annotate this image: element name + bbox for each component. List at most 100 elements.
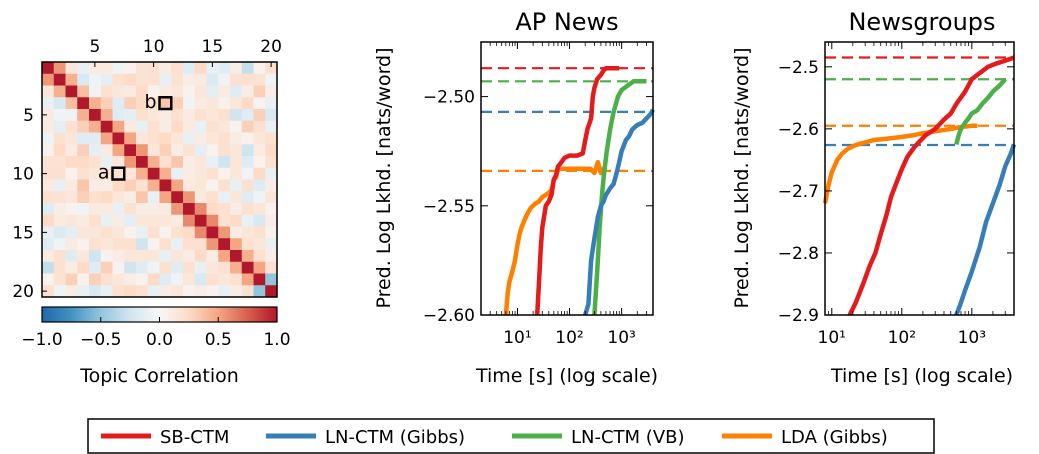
heatmap-cell <box>53 97 66 110</box>
heatmap-cell <box>218 238 231 251</box>
heatmap-cell <box>171 214 184 227</box>
heatmap-cell <box>265 250 278 263</box>
heatmap-cell <box>112 261 125 274</box>
heatmap-cell <box>65 261 78 274</box>
heatmap-cell <box>241 156 254 169</box>
heatmap-cell <box>89 132 102 145</box>
legend-label-lda-gibbs: LDA (Gibbs) <box>781 427 888 448</box>
heatmap-cell <box>77 226 90 239</box>
heatmap-cell <box>112 85 125 98</box>
heatmap-cell <box>147 109 160 122</box>
heatmap-annotations: ab <box>98 91 173 184</box>
heatmap-cell <box>171 97 184 110</box>
heatmap-cell <box>230 250 243 263</box>
heatmap-cell <box>65 179 78 192</box>
heatmap-cell <box>124 120 137 133</box>
heatmap-cell <box>265 85 278 98</box>
newsgroups-xlabel: Time [s] (log scale) <box>830 365 1013 387</box>
heatmap-cell <box>124 285 137 298</box>
colorbar-ticks: −1.0 −0.5 0.0 0.5 1.0 <box>21 317 291 350</box>
heatmap-cell <box>253 167 266 180</box>
heatmap-cell <box>89 167 102 180</box>
heatmap-cell <box>53 226 66 239</box>
heatmap-cell <box>100 191 113 204</box>
heatmap-cell <box>65 238 78 251</box>
heatmap-cell <box>77 179 90 192</box>
newsgroups-y-ticks: −2.5 −2.6 −2.7 −2.8 −2.9 <box>778 58 1014 326</box>
heatmap-cell <box>77 273 90 286</box>
heatmap-cell <box>42 109 55 122</box>
heatmap-cell <box>253 214 266 227</box>
heatmap-cell <box>230 167 243 180</box>
heatmap-cell <box>147 191 160 204</box>
heatmap-cell <box>65 285 78 298</box>
heatmap-cell <box>171 109 184 122</box>
heatmap-cell <box>206 203 219 216</box>
ap-news-series <box>503 65 655 316</box>
heatmap-cell <box>77 238 90 251</box>
ng-y-tick-label: −2.5 <box>778 58 819 78</box>
heatmap-cell <box>171 132 184 145</box>
heatmap-cell <box>100 238 113 251</box>
heatmap-cell <box>194 109 207 122</box>
heatmap-cell <box>65 62 78 75</box>
ap-news-xlabel: Time [s] (log scale) <box>475 365 658 387</box>
heatmap-cell <box>100 73 113 86</box>
colorbar: −1.0 −0.5 0.0 0.5 1.0 Topic Correlation <box>21 306 291 387</box>
heatmap-cell <box>124 73 137 86</box>
heatmap-cell <box>53 273 66 286</box>
heatmap-cell <box>77 132 90 145</box>
heatmap-cell <box>265 132 278 145</box>
heatmap-cell <box>77 214 90 227</box>
heatmap-cell <box>42 203 55 216</box>
heatmap-x-tick-label: 5 <box>89 37 100 57</box>
heatmap-cell <box>265 62 278 75</box>
heatmap-cell <box>147 120 160 133</box>
heatmap-cell <box>183 132 196 145</box>
ng-y-tick-label: −2.9 <box>778 306 819 326</box>
heatmap-cell <box>53 250 66 263</box>
heatmap-cell <box>53 132 66 145</box>
heatmap-cell <box>183 203 196 216</box>
heatmap-cell <box>112 144 125 157</box>
heatmap-cell <box>147 214 160 227</box>
ap-y-tick-label: −2.60 <box>423 306 475 326</box>
heatmap-cell <box>218 285 231 298</box>
heatmap-cell <box>253 62 266 75</box>
heatmap-cell <box>124 132 137 145</box>
legend-label-ln-ctm-vb: LN-CTM (VB) <box>571 427 685 448</box>
heatmap-cell <box>241 179 254 192</box>
ap-series-sb-ctm <box>534 65 620 316</box>
heatmap-cell <box>124 226 137 239</box>
heatmap-cell <box>183 226 196 239</box>
heatmap-cell <box>265 167 278 180</box>
heatmap-cell <box>100 273 113 286</box>
heatmap-cell <box>136 120 149 133</box>
heatmap-cell <box>265 273 278 286</box>
heatmap-cell <box>124 214 137 227</box>
heatmap-cell <box>194 62 207 75</box>
heatmap-cell <box>136 226 149 239</box>
heatmap-cell <box>136 167 149 180</box>
heatmap-cell <box>159 203 172 216</box>
heatmap-cell <box>124 191 137 204</box>
colorbar-label: Topic Correlation <box>79 365 239 387</box>
heatmap-cell <box>159 226 172 239</box>
heatmap-cell <box>183 85 196 98</box>
heatmap-cell <box>159 273 172 286</box>
heatmap-cell <box>206 214 219 227</box>
heatmap-cell <box>112 203 125 216</box>
heatmap-cell <box>89 62 102 75</box>
heatmap-cell <box>53 238 66 251</box>
heatmap-cell <box>112 132 125 145</box>
heatmap-cell <box>265 109 278 122</box>
ap-y-tick-label: −2.55 <box>423 197 475 217</box>
heatmap-cell <box>218 250 231 263</box>
heatmap-cell <box>42 120 55 133</box>
heatmap-cell <box>241 261 254 274</box>
ng-series-ln-gibbs <box>954 143 1017 316</box>
heatmap-cell <box>124 179 137 192</box>
heatmap-cell <box>194 226 207 239</box>
heatmap-cell <box>194 203 207 216</box>
heatmap-x-tick-label: 10 <box>143 37 165 57</box>
